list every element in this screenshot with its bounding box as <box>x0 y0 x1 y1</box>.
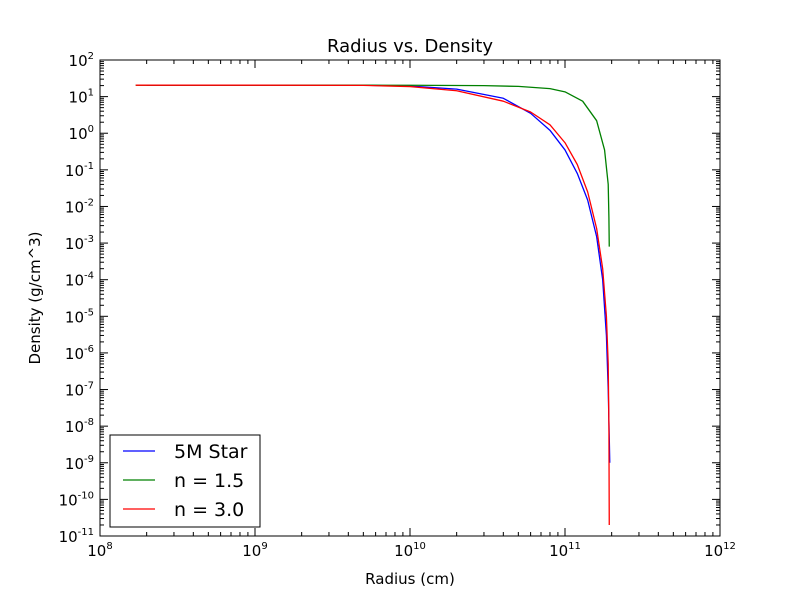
y-tick-label: 10-3 <box>65 234 94 253</box>
legend-label-n-1-5: n = 1.5 <box>174 470 244 492</box>
y-tick-label: 10-7 <box>65 381 94 400</box>
legend-box <box>109 434 261 528</box>
x-tick-label: 1011 <box>549 541 581 560</box>
y-tick-label: 10-1 <box>65 161 94 180</box>
y-tick-label: 10-10 <box>59 490 94 509</box>
y-tick-label: 10-8 <box>65 417 94 436</box>
series-line-2 <box>135 84 610 525</box>
chart-title: Radius vs. Density <box>327 36 493 57</box>
y-axis-label: Density (g/cm^3) <box>26 231 44 364</box>
y-tick-label: 10-6 <box>65 344 94 363</box>
y-tick-label: 100 <box>69 124 94 143</box>
x-tick-label: 108 <box>87 541 112 560</box>
y-tick-label: 10-5 <box>65 307 94 326</box>
y-tick-label: 10-11 <box>59 527 94 546</box>
y-tick-label: 10-9 <box>65 454 94 473</box>
y-tick-label: 10-2 <box>65 197 94 216</box>
x-tick-label: 109 <box>242 541 267 560</box>
legend: 5M Star n = 1.5 n = 3.0 <box>109 434 261 528</box>
series-line-0 <box>146 84 611 463</box>
x-tick-label: 1010 <box>394 541 426 560</box>
y-tick-label: 102 <box>69 51 94 70</box>
x-axis-ticks: 108 109 1010 1011 1012 <box>87 60 736 560</box>
plot-lines <box>135 84 611 525</box>
x-axis-label: Radius (cm) <box>365 570 455 588</box>
legend-label-5m-star: 5M Star <box>174 441 248 463</box>
series-line-1 <box>135 84 610 247</box>
legend-label-n-3-0: n = 3.0 <box>174 499 244 521</box>
x-tick-label: 1012 <box>704 541 736 560</box>
y-tick-label: 10-4 <box>65 271 94 290</box>
y-tick-label: 101 <box>69 88 94 107</box>
y-axis-ticks: 102 101 100 10-1 10-2 10-3 10-4 10-5 10-6 10-7 10-… <box>59 51 720 546</box>
